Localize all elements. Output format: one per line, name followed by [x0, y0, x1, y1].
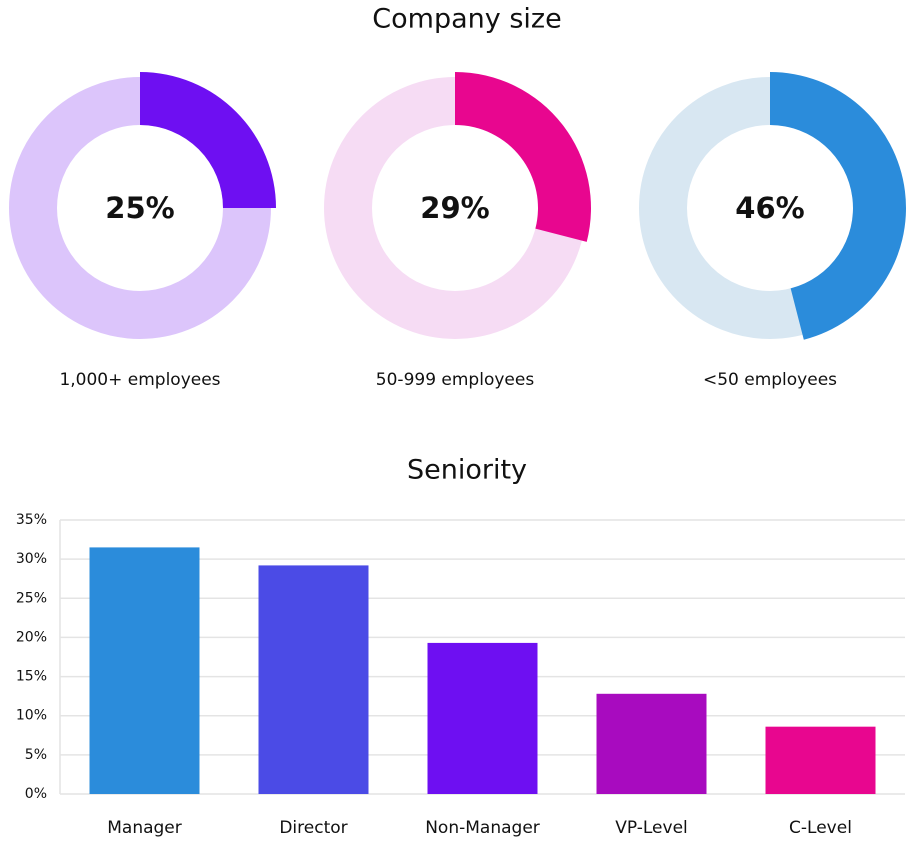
bar: [427, 642, 538, 794]
donut-slice: [770, 72, 906, 340]
y-tick-label: 35%: [16, 512, 47, 528]
bar: [596, 693, 707, 794]
donut-label: 29%: [420, 191, 489, 225]
x-tick-label: Non-Manager: [425, 818, 540, 838]
y-tick-label: 10%: [16, 708, 47, 724]
chart-title: Seniority: [407, 455, 527, 486]
y-tick-label: 30%: [16, 551, 47, 567]
bar: [89, 547, 200, 794]
donut-slice: [455, 72, 591, 242]
y-tick-label: 0%: [25, 786, 47, 802]
category-label: 1,000+ employees: [59, 370, 220, 390]
donut-slice: [140, 72, 276, 208]
x-tick-label: Director: [279, 818, 347, 838]
y-tick-label: 25%: [16, 590, 47, 606]
category-label: 50-999 employees: [376, 370, 535, 390]
x-tick-label: VP-Level: [615, 818, 688, 838]
chart-title: Company size: [372, 4, 561, 35]
y-tick-label: 5%: [25, 747, 47, 763]
donut-label: 46%: [735, 191, 804, 225]
bar: [765, 726, 876, 794]
x-tick-label: C-Level: [789, 818, 852, 838]
y-tick-label: 15%: [16, 669, 47, 685]
bar: [258, 565, 369, 794]
y-tick-label: 20%: [16, 629, 47, 645]
category-label: <50 employees: [703, 370, 837, 390]
x-tick-label: Manager: [107, 818, 182, 838]
donut-label: 25%: [105, 191, 174, 225]
